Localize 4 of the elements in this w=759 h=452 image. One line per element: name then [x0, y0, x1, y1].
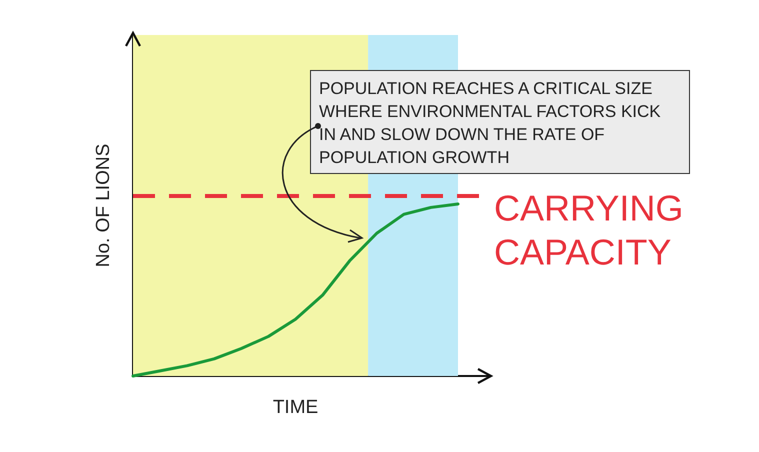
x-axis-title: TIME [272, 397, 318, 418]
ref-line-label: CARRYING CAPACITY [494, 188, 684, 272]
text: POPULATION REACHES A CRITICAL SIZE WHERE ENVIRONMENTAL FACTORS KICK IN AND SLOW DOWN THE RATE OF POPULATION GROWTH [310, 70, 690, 174]
y-axis-title: No. OF LIONS [93, 144, 114, 268]
